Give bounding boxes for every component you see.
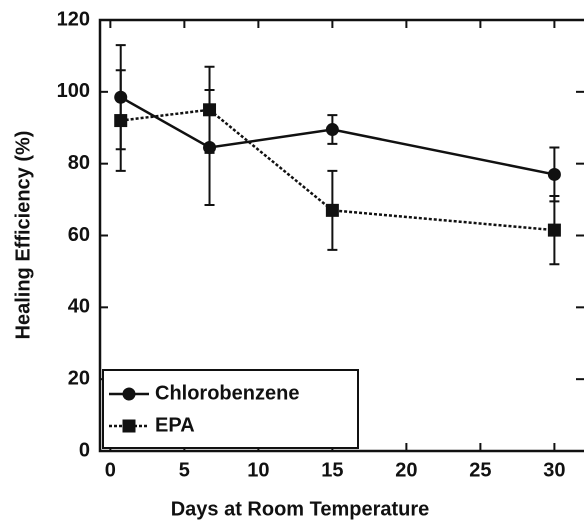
y-tick-label: 0 xyxy=(79,439,90,461)
y-axis-label: Healing Efficiency (%) xyxy=(12,131,34,340)
y-tick-label: 40 xyxy=(68,296,90,318)
data-point xyxy=(325,203,339,217)
data-point xyxy=(114,114,128,128)
y-tick-label: 60 xyxy=(68,224,90,246)
data-point xyxy=(203,103,217,117)
series-line xyxy=(120,96,555,176)
legend-label: EPA xyxy=(155,414,195,436)
y-tick-label: 20 xyxy=(68,367,90,389)
legend-marker xyxy=(122,387,136,401)
y-tick-label: 120 xyxy=(57,8,90,30)
x-tick-label: 0 xyxy=(105,459,116,481)
x-tick-label: 5 xyxy=(179,459,190,481)
x-axis-label: Days at Room Temperature xyxy=(171,498,430,520)
x-tick-label: 15 xyxy=(321,459,343,481)
x-tick-label: 20 xyxy=(395,459,417,481)
legend-marker xyxy=(122,419,136,433)
legend-box xyxy=(102,369,359,449)
data-point xyxy=(325,123,339,137)
data-point xyxy=(547,223,561,237)
y-tick-label: 80 xyxy=(68,152,90,174)
y-tick-label: 100 xyxy=(57,80,90,102)
x-tick-label: 25 xyxy=(469,459,491,481)
legend-label: Chlorobenzene xyxy=(155,382,299,404)
x-tick-label: 10 xyxy=(247,459,269,481)
x-tick-label: 30 xyxy=(543,459,565,481)
data-point xyxy=(547,167,561,181)
